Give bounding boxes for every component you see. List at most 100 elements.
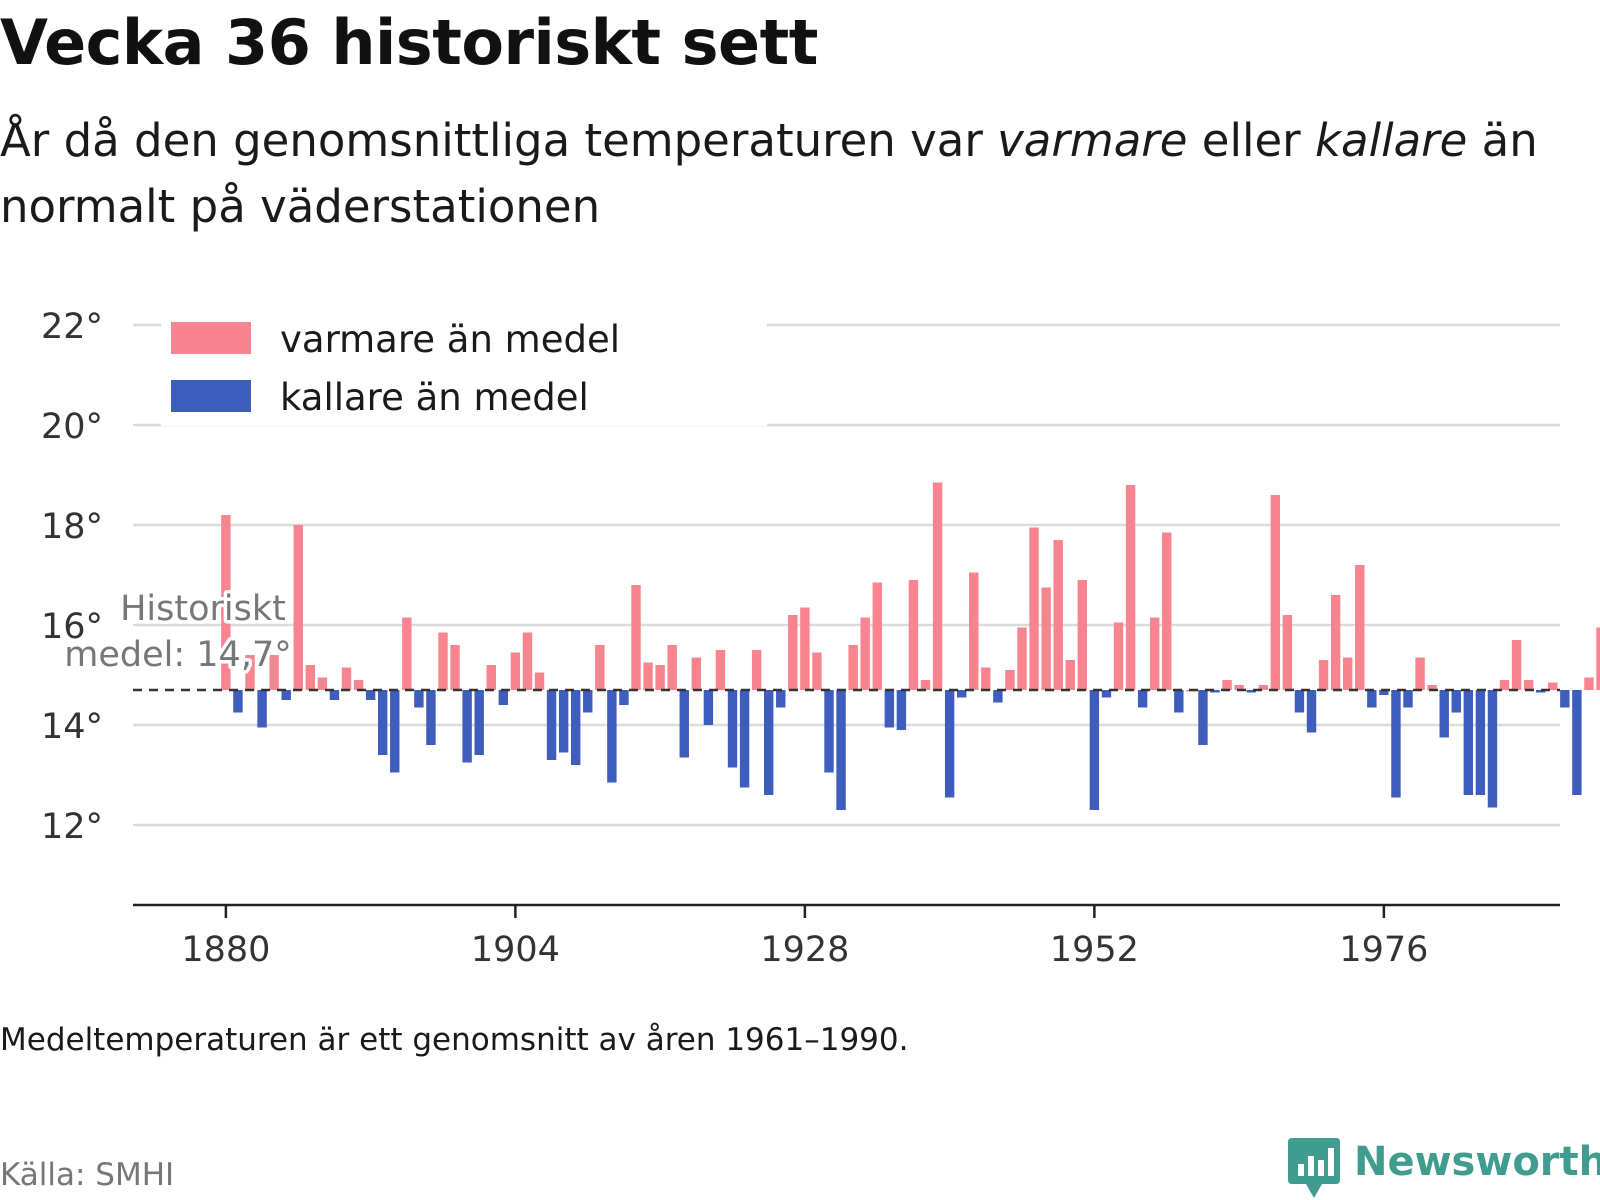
chart-subtitle: År då den genomsnittliga temperaturen va… <box>0 108 1560 240</box>
legend-warm-label: varmare än medel <box>280 318 620 361</box>
bar-warm <box>1282 615 1293 690</box>
baseline-label: Historiskt medel: 14,7° <box>61 586 295 679</box>
bar-warm <box>1548 682 1558 690</box>
y-tick-label: 18° <box>41 507 103 547</box>
bar-warm <box>908 580 919 690</box>
bar-cold <box>1137 690 1148 708</box>
bar-warm <box>1125 485 1136 690</box>
bar-cold <box>993 690 1003 703</box>
bar-warm <box>1499 680 1510 690</box>
bar-cold <box>1198 690 1208 745</box>
chart-title: Vecka 36 historiskt sett <box>0 6 818 79</box>
bar-cold <box>257 690 267 728</box>
bar-cold <box>1210 690 1220 693</box>
bar-cold <box>824 690 834 773</box>
bar-cold <box>1391 690 1401 798</box>
bar-warm <box>450 645 460 690</box>
y-tick-label: 14° <box>41 707 103 747</box>
bars <box>221 482 1600 810</box>
y-tick-labels: 12° 14° 16° 18° 20° 22° <box>41 307 103 847</box>
bar-warm <box>522 632 533 690</box>
bar-warm <box>969 572 979 690</box>
bar-cold <box>1451 690 1461 713</box>
bar-warm <box>1596 627 1600 690</box>
bar-warm <box>932 482 943 690</box>
bar-cold <box>1174 690 1184 713</box>
bar-warm <box>438 632 448 690</box>
bar-cold <box>1463 690 1474 795</box>
bar-cold <box>896 690 907 730</box>
bar-cold <box>739 690 750 788</box>
bar-warm <box>1053 540 1063 690</box>
baseline-label-line: Historiskt <box>120 589 286 629</box>
legend-cold-label: kallare än medel <box>280 376 589 419</box>
bar-warm <box>341 667 352 690</box>
bar-warm <box>1415 657 1425 690</box>
bar-warm <box>667 645 677 690</box>
bar-warm <box>1149 617 1160 690</box>
bar-warm <box>353 680 364 690</box>
bar-warm <box>981 667 991 690</box>
source-credit: Källa: SMHI <box>0 1157 175 1193</box>
newsworthy-logo-icon <box>1288 1138 1340 1198</box>
bar-warm <box>715 650 726 690</box>
bar-cold <box>390 690 400 773</box>
bar-warm <box>691 657 702 690</box>
bar-cold <box>763 690 774 795</box>
bar-cold <box>281 690 291 700</box>
bar-warm <box>1342 657 1353 690</box>
bar-warm <box>1511 640 1522 690</box>
bar-warm <box>1355 565 1365 690</box>
bar-cold <box>498 690 509 705</box>
bar-warm <box>293 525 303 690</box>
bar-cold <box>1572 690 1582 795</box>
legend: varmare än medel kallare än medel <box>161 312 767 426</box>
subtitle-text-2: eller <box>1187 114 1315 167</box>
bar-warm <box>595 645 605 690</box>
subtitle-text-3: än normalt på väderstationen <box>0 114 1538 233</box>
bar-cold <box>233 690 243 713</box>
bar-cold <box>414 690 424 708</box>
bar-warm <box>800 607 810 690</box>
x-tick-label: 1880 <box>181 930 270 970</box>
bar-warm <box>872 582 882 690</box>
bar-warm <box>788 615 798 690</box>
subtitle-cold-word: kallare <box>1314 114 1468 167</box>
subtitle-warm-word: varmare <box>997 114 1188 167</box>
bar-cold <box>474 690 484 755</box>
y-tick-label: 16° <box>41 607 103 647</box>
bar-cold <box>1487 690 1498 808</box>
bar-cold <box>1294 690 1305 713</box>
x-tick-label: 1952 <box>1050 930 1139 970</box>
bar-warm <box>245 655 255 690</box>
bar-warm <box>643 662 653 690</box>
bar-cold <box>546 690 557 760</box>
bar-cold <box>1101 690 1112 698</box>
x-tick-label: 1976 <box>1339 930 1428 970</box>
y-tick-label: 22° <box>41 307 103 347</box>
bar-cold <box>365 690 376 700</box>
y-tick-label: 20° <box>41 407 103 447</box>
bar-warm <box>534 672 545 690</box>
x-tick-label: 1928 <box>760 930 849 970</box>
bar-cold <box>679 690 689 758</box>
bar-cold <box>956 690 967 698</box>
bar-cold <box>558 690 569 753</box>
newsworthy-brand[interactable]: Newsworthy <box>1288 1138 1600 1200</box>
bar-cold <box>570 690 581 765</box>
bar-warm <box>1113 622 1124 690</box>
bar-warm <box>1029 527 1039 690</box>
bar-cold <box>884 690 895 728</box>
bar-cold <box>462 690 472 763</box>
bar-warm <box>631 585 641 690</box>
bar-cold <box>703 690 714 725</box>
bar-cold <box>1560 690 1570 708</box>
bar-warm <box>1077 580 1088 690</box>
bar-warm <box>305 665 316 690</box>
bar-cold <box>1535 690 1546 693</box>
x-tick-label: 1904 <box>471 930 560 970</box>
y-tick-label: 12° <box>41 807 103 847</box>
legend-cold-swatch <box>171 380 251 412</box>
bar-warm <box>1584 677 1594 690</box>
bar-cold <box>426 690 436 745</box>
